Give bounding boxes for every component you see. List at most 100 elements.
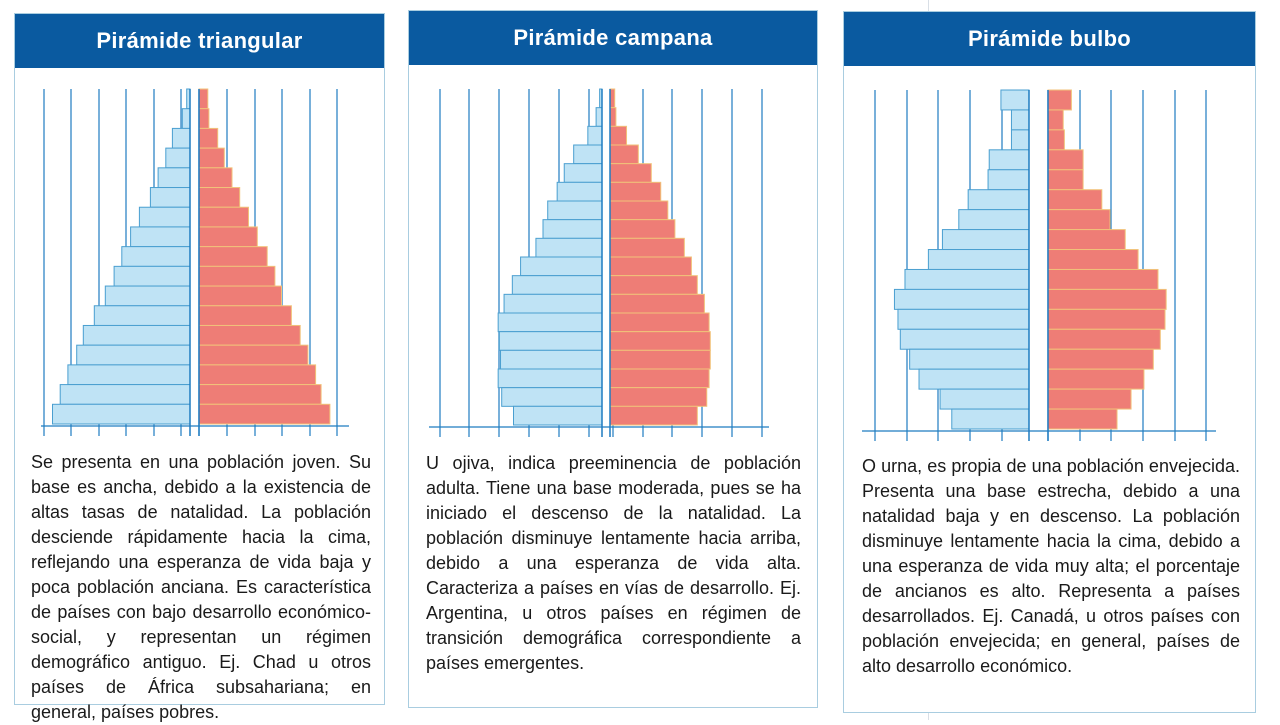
card-title: Pirámide campana: [409, 11, 817, 65]
male-bar: [563, 163, 603, 183]
male-bar: [1000, 89, 1030, 111]
female-bar: [198, 226, 258, 248]
female-bar: [609, 275, 698, 295]
female-bar: [198, 88, 209, 110]
card-title: Pirámide bulbo: [844, 12, 1255, 66]
male-bar: [918, 368, 1030, 390]
female-bar: [609, 181, 662, 202]
female-bar: [1047, 368, 1145, 390]
male-bar: [893, 288, 1030, 310]
female-bar: [609, 144, 639, 165]
male-bar: [535, 237, 603, 258]
female-bar: [198, 265, 276, 287]
male-bar: [899, 328, 1030, 350]
male-bar: [556, 181, 603, 202]
card-title: Pirámide triangular: [15, 14, 384, 68]
female-bar: [1047, 268, 1159, 290]
female-bar: [609, 163, 652, 183]
male-bar: [59, 384, 191, 405]
female-bar: [1047, 288, 1167, 310]
female-bar: [609, 387, 708, 407]
female-bar: [609, 107, 617, 127]
male-bar: [157, 167, 191, 189]
male-bar: [542, 219, 603, 239]
female-bar: [1047, 229, 1126, 251]
female-bar: [609, 200, 669, 221]
female-bar: [609, 125, 628, 146]
female-bar: [198, 285, 282, 307]
female-bar: [198, 305, 292, 326]
female-bar: [198, 384, 322, 405]
male-bar: [909, 348, 1030, 370]
male-bar: [573, 144, 603, 165]
male-bar: [121, 246, 191, 267]
male-bar: [1010, 129, 1030, 151]
pyramid-chart-bulbo: [862, 89, 1216, 441]
male-bar: [497, 312, 603, 333]
card-description: Se presenta en una población joven. Su b…: [31, 452, 371, 722]
male-bar: [165, 147, 191, 169]
male-bar: [500, 349, 603, 370]
female-bar: [198, 403, 331, 425]
male-bar: [511, 275, 603, 295]
female-bar: [1047, 328, 1161, 350]
male-bar: [967, 189, 1030, 211]
female-bar: [198, 344, 309, 366]
female-bar: [198, 324, 301, 346]
card-description: O urna, es propia de una población envej…: [862, 456, 1240, 676]
male-bar: [76, 344, 191, 366]
female-bar: [198, 187, 241, 208]
female-bar: [609, 405, 698, 426]
female-bar: [1047, 249, 1139, 270]
male-bar: [520, 256, 603, 277]
female-bar: [198, 364, 317, 386]
pyramid-chart-campana: [429, 88, 769, 437]
female-bar: [1047, 149, 1084, 171]
female-bar: [1047, 388, 1132, 410]
female-bar: [609, 312, 710, 333]
male-bar: [941, 229, 1030, 251]
male-bar: [897, 308, 1030, 330]
card-campana: Pirámide campana U ojiva, indica preemin…: [408, 10, 818, 708]
male-bar: [82, 324, 191, 346]
female-bar: [609, 349, 711, 370]
female-bar: [1047, 129, 1065, 151]
male-bar: [927, 249, 1030, 270]
male-bar: [52, 403, 191, 425]
card-bulbo: Pirámide bulbo O urna, es propia de una …: [843, 11, 1256, 713]
male-bar: [113, 265, 191, 287]
female-bar: [609, 368, 710, 389]
female-bar: [1047, 348, 1154, 370]
female-bar: [609, 219, 676, 239]
female-bar: [1047, 189, 1103, 211]
male-bar: [104, 285, 191, 307]
male-bar: [501, 387, 603, 407]
pyramid-chart-triangular: [41, 88, 349, 436]
female-bar: [609, 293, 705, 314]
female-bar: [198, 206, 249, 228]
female-bar: [1047, 169, 1084, 191]
male-bar: [513, 405, 603, 426]
female-bar: [1047, 109, 1064, 131]
male-bar: [171, 127, 191, 149]
male-bar: [547, 200, 603, 221]
male-bar: [497, 368, 603, 389]
female-bar: [609, 237, 685, 258]
female-bar: [1047, 408, 1118, 430]
female-bar: [609, 331, 711, 351]
female-bar: [1047, 308, 1166, 330]
male-bar: [503, 293, 603, 314]
card-triangular: Pirámide triangular Se presenta en una p…: [14, 13, 385, 722]
female-bar: [198, 246, 268, 267]
male-bar: [130, 226, 191, 248]
male-bar: [181, 108, 191, 129]
male-bar: [1010, 109, 1030, 131]
male-bar: [587, 125, 603, 146]
male-bar: [67, 364, 191, 386]
male-bar: [595, 107, 603, 127]
male-bar: [904, 268, 1030, 290]
male-bar: [939, 388, 1030, 410]
female-bar: [609, 256, 692, 277]
male-bar: [149, 187, 191, 208]
female-bar: [198, 127, 219, 149]
